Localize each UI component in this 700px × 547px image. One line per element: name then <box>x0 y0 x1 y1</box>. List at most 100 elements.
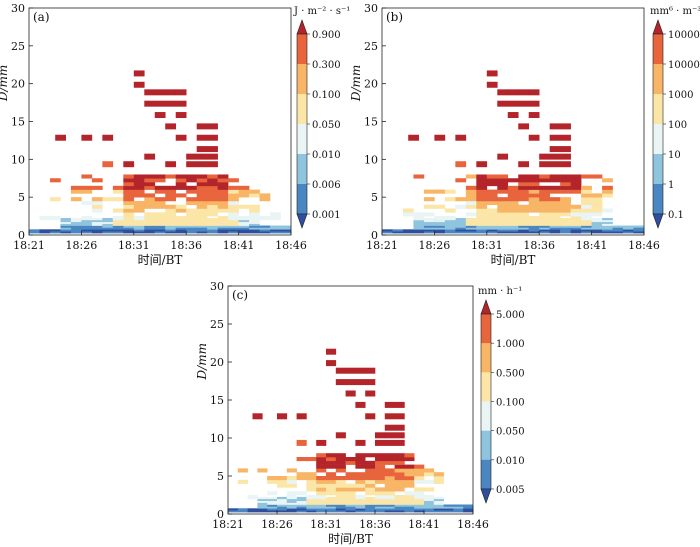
heatmap-cell <box>518 100 530 107</box>
heatmap-cell <box>296 504 307 507</box>
heatmap-cell <box>277 500 288 503</box>
x-axis-label: 时间/BT <box>138 253 183 267</box>
heatmap-cell <box>316 439 327 446</box>
heatmap-cell <box>335 508 346 511</box>
heatmap-cell <box>335 460 346 465</box>
heatmap-cell <box>476 174 488 179</box>
heatmap-cell <box>591 204 603 209</box>
heatmap-cell <box>382 229 393 232</box>
heatmap-cell <box>476 185 488 190</box>
heatmap-cell <box>217 225 229 228</box>
heatmap-cell <box>633 225 645 228</box>
heatmap-cell <box>316 460 327 465</box>
heatmap-cell <box>249 204 260 209</box>
heatmap-cell <box>413 216 425 221</box>
heatmap-cell <box>335 453 346 458</box>
heatmap-cell <box>623 231 634 234</box>
colorbar-extend-bottom <box>652 213 664 229</box>
x-tick-label: 18:31 <box>471 239 503 252</box>
colorbar-tick-label: 1000 <box>668 90 693 101</box>
y-tick-label: 10 <box>210 432 224 445</box>
heatmap-cell <box>144 174 156 179</box>
heatmap-cell <box>581 219 592 223</box>
heatmap-cell <box>602 217 613 221</box>
heatmap-cell <box>375 495 386 500</box>
heatmap-cell <box>154 221 166 224</box>
heatmap-cell <box>394 460 405 465</box>
heatmap-cell <box>463 504 474 507</box>
heatmap-cell <box>259 225 271 228</box>
heatmap-cell <box>384 504 395 507</box>
heatmap-cell <box>518 182 530 187</box>
x-tick-label: 18:41 <box>223 239 255 252</box>
heatmap-cell <box>335 500 346 503</box>
heatmap-cell <box>123 193 135 198</box>
heatmap-cell <box>476 193 488 198</box>
heatmap-cell <box>123 185 135 190</box>
heatmap-cell <box>476 161 488 168</box>
heatmap-cell <box>259 197 271 202</box>
heatmap-cell <box>270 227 281 230</box>
heatmap-cell <box>507 221 519 224</box>
colorbar-extend-bottom <box>480 488 492 504</box>
heatmap-cell <box>345 495 356 500</box>
heatmap-cell <box>602 208 613 213</box>
heatmap-cell <box>539 174 550 179</box>
heatmap-cell <box>217 216 229 221</box>
heatmap-cell <box>154 225 166 228</box>
heatmap-cell <box>365 506 376 509</box>
heatmap-cell <box>602 178 613 183</box>
heatmap-cell <box>165 204 177 209</box>
heatmap-cell <box>102 134 114 141</box>
colorbar-tick-label: 0.900 <box>312 30 341 41</box>
heatmap-cell <box>175 193 187 198</box>
heatmap-cell <box>335 510 346 513</box>
heatmap-cell <box>306 476 317 481</box>
heatmap-cell <box>549 153 561 160</box>
heatmap-cell <box>228 223 239 226</box>
heatmap-cell <box>424 502 435 505</box>
heatmap-cell <box>497 225 509 228</box>
heatmap-cell <box>394 495 405 500</box>
heatmap-cell <box>81 221 93 224</box>
heatmap-cell <box>518 178 530 183</box>
heatmap-cell <box>549 225 561 228</box>
heatmap-cell <box>196 223 208 226</box>
heatmap-cell <box>518 189 530 194</box>
heatmap-cell <box>413 229 425 232</box>
heatmap-cell <box>207 217 218 221</box>
heatmap-cell <box>49 231 61 234</box>
x-axis-label: 时间/BT <box>328 532 373 546</box>
heatmap-cell <box>144 221 156 224</box>
heatmap-cell <box>465 185 477 190</box>
heatmap-cell <box>112 231 124 234</box>
heatmap-cell <box>581 193 592 198</box>
heatmap-cell <box>144 212 156 217</box>
heatmap-cell <box>539 197 550 202</box>
heatmap-cell <box>539 193 550 198</box>
heatmap-cell <box>207 153 218 160</box>
heatmap-cell <box>549 204 561 209</box>
heatmap-cell <box>434 225 446 228</box>
heatmap-cell <box>70 189 82 194</box>
heatmap-cell <box>414 504 425 507</box>
y-tick-label: 10 <box>364 153 378 166</box>
heatmap-cell <box>238 223 250 226</box>
heatmap-cell <box>238 221 250 224</box>
colorbar-extend-top <box>652 19 664 35</box>
heatmap-cell <box>570 231 582 234</box>
colorbar-segment <box>297 34 307 65</box>
heatmap-cell <box>384 502 395 505</box>
heatmap-cell <box>102 231 114 234</box>
heatmap-cell <box>345 491 356 496</box>
heatmap-cell <box>345 510 356 513</box>
heatmap-cell <box>355 464 366 469</box>
heatmap-cell <box>165 229 177 232</box>
heatmap-cell <box>394 424 405 431</box>
heatmap-cell <box>434 219 446 223</box>
heatmap-cell <box>549 134 561 141</box>
heatmap-cell <box>486 70 498 77</box>
heatmap-cell <box>355 487 366 492</box>
heatmap-cell <box>345 500 356 503</box>
colorbar: 0.001 0.006 0.010 0.050 0.100 0.300 0.900 J · m… <box>293 6 350 229</box>
